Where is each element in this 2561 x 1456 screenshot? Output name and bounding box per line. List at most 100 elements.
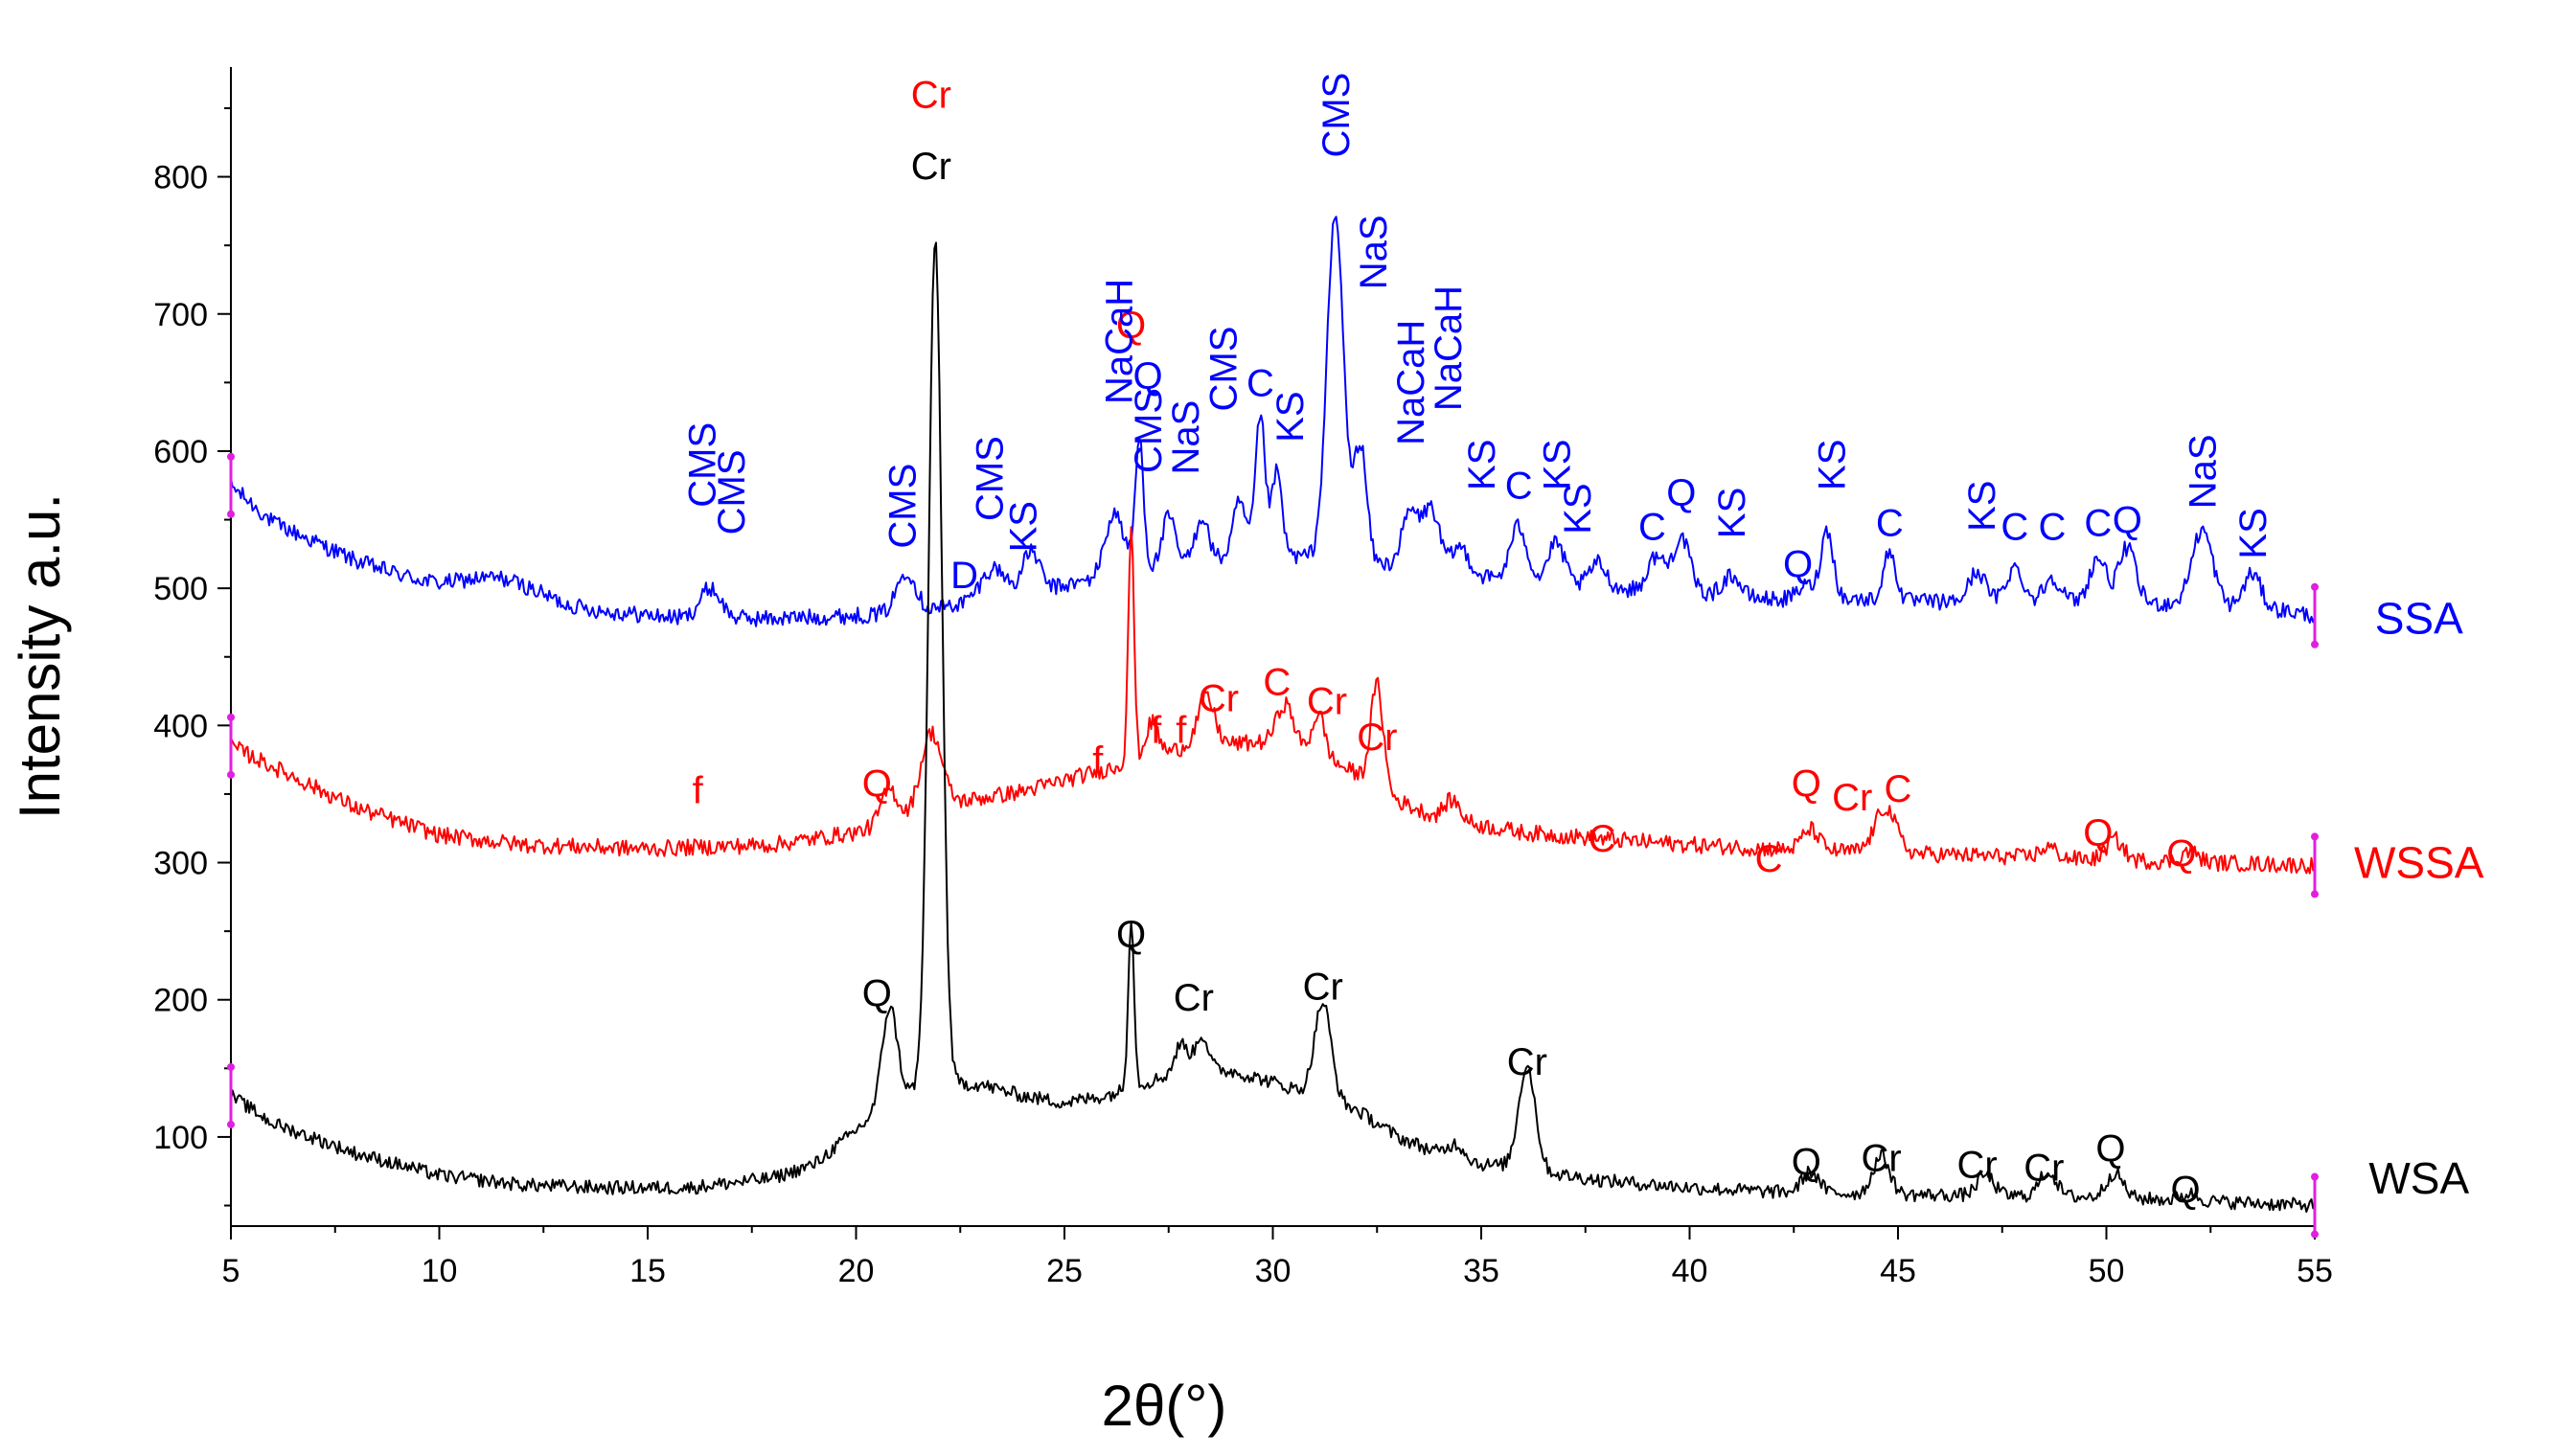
x-tick-label: 10 bbox=[422, 1253, 458, 1289]
x-tick-label: 55 bbox=[2297, 1253, 2333, 1289]
series-line-wsa bbox=[230, 241, 2316, 1214]
y-tick-label: 800 bbox=[153, 160, 208, 196]
peak-label: Q bbox=[1666, 472, 1696, 514]
x-tick-label: 30 bbox=[1255, 1253, 1292, 1289]
x-tick-label: 5 bbox=[222, 1253, 240, 1289]
peak-label: f bbox=[1176, 710, 1187, 752]
peak-label: Cr bbox=[1307, 681, 1347, 723]
peak-label: Q bbox=[1116, 914, 1146, 956]
series-end-marker-dot bbox=[2311, 1230, 2319, 1239]
peak-label: Q bbox=[1792, 1142, 1821, 1184]
peak-label: Cr bbox=[1956, 1145, 1997, 1187]
peak-label: Q bbox=[862, 973, 892, 1015]
series-end-marker-dot bbox=[2311, 640, 2319, 648]
peak-label: C bbox=[2084, 502, 2112, 544]
series-end-marker-dot bbox=[227, 510, 235, 518]
peak-label: Q bbox=[2166, 833, 2196, 876]
peak-label: C bbox=[1755, 838, 1783, 880]
peak-label: KS bbox=[1461, 440, 1503, 490]
peak-label: Q bbox=[2113, 500, 2142, 542]
series-end-marker-dot bbox=[2311, 1172, 2319, 1181]
peak-label: C bbox=[1589, 818, 1616, 860]
x-tick-label: 35 bbox=[1463, 1253, 1499, 1289]
peak-label: Cr bbox=[1507, 1041, 1547, 1083]
peak-label: NaCaH bbox=[1390, 320, 1432, 445]
peak-label: KS bbox=[1536, 440, 1578, 490]
peak-label: CMS bbox=[711, 449, 753, 535]
series-label-wssa: WSSA bbox=[2354, 838, 2484, 888]
peak-label: Cr bbox=[1174, 977, 1214, 1019]
x-tick-label: 25 bbox=[1046, 1253, 1083, 1289]
peak-label: NaS bbox=[2183, 434, 2225, 509]
peak-label: Cr bbox=[911, 75, 951, 117]
series-line-wssa bbox=[230, 526, 2316, 875]
series-end-marker-dot bbox=[2311, 582, 2319, 591]
peak-label: KS bbox=[1811, 440, 1853, 490]
y-tick-label: 200 bbox=[153, 983, 208, 1019]
peak-label: CMS bbox=[970, 436, 1012, 521]
peak-label: KS bbox=[1003, 501, 1045, 552]
peak-label: NaCaH bbox=[1099, 279, 1141, 404]
peak-label: C bbox=[1505, 466, 1533, 508]
series-end-marker-dot bbox=[2311, 832, 2319, 841]
peak-label: CMS bbox=[682, 422, 724, 508]
peak-label: Cr bbox=[1832, 777, 1872, 819]
peak-label: NaS bbox=[1353, 215, 1395, 289]
peak-label: Cr bbox=[1357, 717, 1397, 759]
series-end-marker-dot bbox=[227, 1062, 235, 1071]
peak-label: D bbox=[950, 555, 978, 597]
peak-label: C bbox=[1263, 662, 1291, 704]
peak-label: f bbox=[1092, 739, 1104, 782]
peak-label: Q bbox=[1783, 543, 1813, 585]
peak-label: Q bbox=[862, 763, 892, 806]
x-tick-label: 20 bbox=[838, 1253, 875, 1289]
peak-label: Cr bbox=[2024, 1147, 2064, 1189]
peak-label: CMS bbox=[881, 464, 924, 549]
peak-label: KS bbox=[1711, 488, 1753, 538]
x-tick-label: 15 bbox=[629, 1253, 666, 1289]
peak-label: Cr bbox=[911, 146, 951, 188]
series-end-marker-dot bbox=[227, 452, 235, 461]
peak-label: Q bbox=[1792, 763, 1821, 806]
peak-label: Q bbox=[2095, 1127, 2125, 1170]
peak-label: CMS bbox=[1128, 388, 1170, 473]
peak-label: CMS bbox=[1315, 73, 1358, 158]
series-label-ssa: SSA bbox=[2375, 594, 2463, 644]
peak-label: CMS bbox=[1202, 327, 1245, 412]
peak-label: C bbox=[1885, 768, 1912, 810]
peak-label: f bbox=[1151, 710, 1162, 752]
peak-label: KS bbox=[1557, 483, 1599, 534]
peak-label: KS bbox=[1961, 481, 2003, 532]
peak-label: C bbox=[1246, 362, 1274, 404]
axes: 100 200 300 400 500 600 700 800 5 10 15 20 25 30 35 40 4… bbox=[153, 67, 2333, 1289]
series-end-marker-dot bbox=[227, 713, 235, 721]
peak-label: C bbox=[1876, 502, 1904, 544]
y-tick-label: 100 bbox=[153, 1120, 208, 1156]
peak-label: Q bbox=[2083, 812, 2113, 854]
peak-label: f bbox=[693, 770, 704, 812]
peak-label: Q bbox=[2171, 1169, 2201, 1211]
series-end-marker-dot bbox=[227, 770, 235, 779]
peak-label: Q bbox=[1116, 305, 1146, 347]
peak-label: C bbox=[1638, 507, 1666, 549]
x-tick-label: 50 bbox=[2089, 1253, 2125, 1289]
y-tick-label: 500 bbox=[153, 571, 208, 607]
x-tick-label: 45 bbox=[1880, 1253, 1916, 1289]
peak-label: C bbox=[2039, 507, 2067, 549]
series-end-marker-dot bbox=[227, 1120, 235, 1128]
y-axis-title: Intensity a.u. bbox=[8, 493, 72, 819]
peak-label: Cr bbox=[1199, 678, 1239, 720]
y-tick-label: 600 bbox=[153, 434, 208, 470]
peak-label: Cr bbox=[1861, 1137, 1901, 1179]
peak-label: KS bbox=[1269, 391, 1312, 442]
series-group bbox=[227, 216, 2319, 1239]
peak-label: NaCaH bbox=[1428, 285, 1470, 411]
x-axis-title: 2θ(°) bbox=[1102, 1374, 1227, 1438]
peak-label: NaS bbox=[1165, 400, 1207, 475]
peak-label: C bbox=[2001, 507, 2028, 549]
x-tick-label: 40 bbox=[1672, 1253, 1708, 1289]
y-tick-label: 700 bbox=[153, 297, 208, 333]
peak-label: Q bbox=[1132, 355, 1162, 398]
